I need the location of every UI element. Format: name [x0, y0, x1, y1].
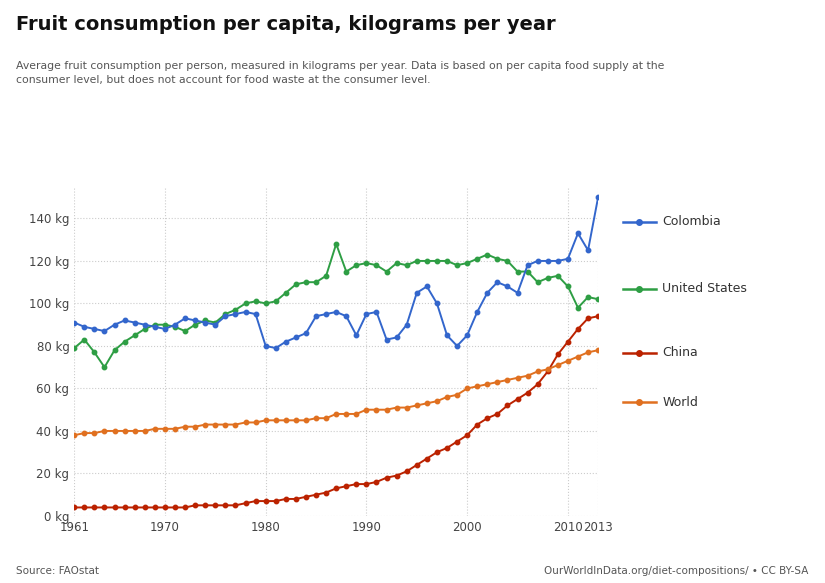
- Text: OurWorldInData.org/diet-compositions/ • CC BY-SA: OurWorldInData.org/diet-compositions/ • …: [544, 566, 808, 576]
- Text: Source: FAOstat: Source: FAOstat: [16, 566, 100, 576]
- Text: United States: United States: [662, 282, 747, 295]
- Text: China: China: [662, 346, 698, 359]
- Text: Our World
in Data: Our World in Data: [699, 35, 766, 65]
- Text: World: World: [662, 396, 698, 409]
- Text: Average fruit consumption per person, measured in kilograms per year. Data is ba: Average fruit consumption per person, me…: [16, 61, 665, 85]
- Text: Colombia: Colombia: [662, 215, 721, 228]
- Text: Fruit consumption per capita, kilograms per year: Fruit consumption per capita, kilograms …: [16, 15, 556, 34]
